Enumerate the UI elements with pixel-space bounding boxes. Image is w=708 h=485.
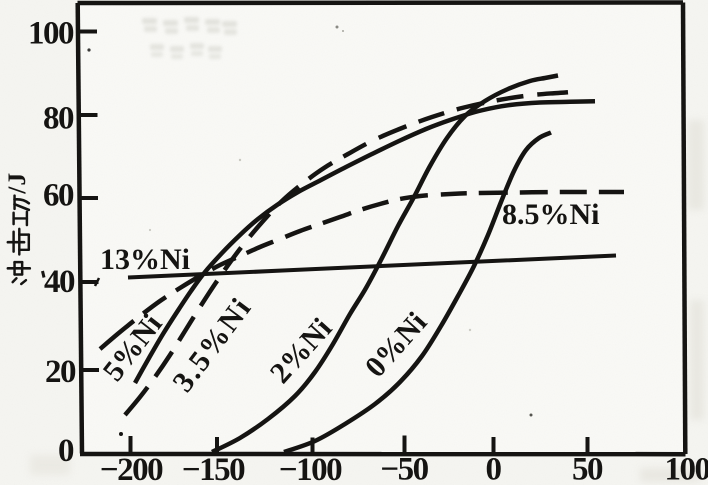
svg-text:0: 0 bbox=[486, 452, 502, 485]
svg-text:−200: −200 bbox=[100, 452, 163, 485]
svg-text:100: 100 bbox=[665, 452, 708, 485]
svg-text:100: 100 bbox=[28, 16, 74, 52]
svg-text:80: 80 bbox=[43, 101, 74, 137]
svg-text:−150: −150 bbox=[182, 452, 245, 485]
svg-text:−50: −50 bbox=[380, 452, 428, 485]
svg-text:/J: /J bbox=[2, 172, 31, 195]
svg-text:50: 50 bbox=[572, 452, 603, 485]
svg-text:60: 60 bbox=[43, 178, 74, 214]
svg-text:0: 0 bbox=[58, 433, 74, 469]
svg-text:−100: −100 bbox=[279, 452, 342, 485]
svg-text:13%Ni: 13%Ni bbox=[100, 243, 190, 276]
svg-text:20: 20 bbox=[45, 354, 76, 390]
svg-text:8.5%Ni: 8.5%Ni bbox=[502, 198, 600, 231]
svg-text:40: 40 bbox=[44, 264, 75, 300]
